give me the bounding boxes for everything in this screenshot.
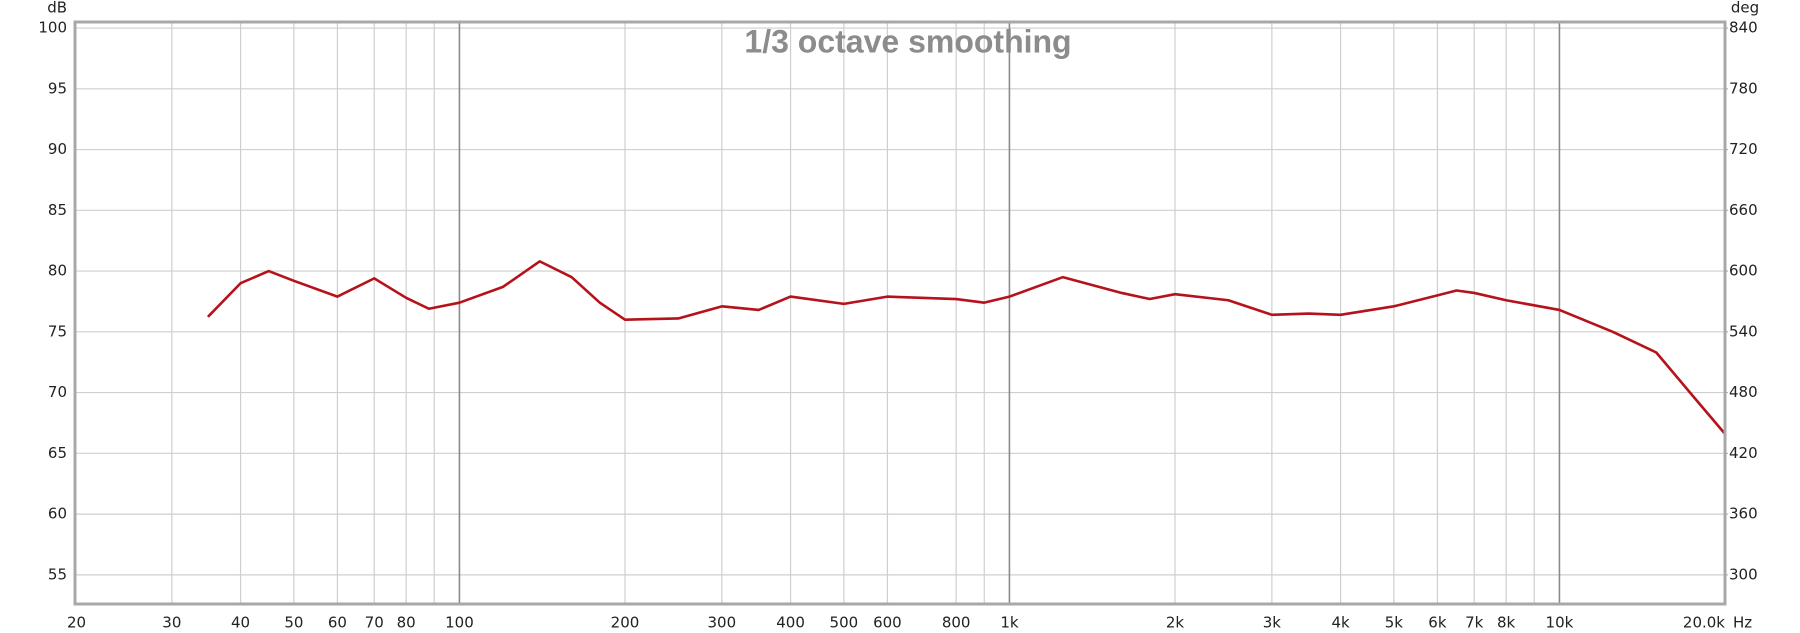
y-tick-label: 75 [48,322,67,340]
y-tick-label: 85 [48,201,67,219]
y2-tick-label: 540 [1729,322,1758,340]
x-tick-label: 20 [67,614,86,632]
x-tick-label: 300 [708,614,737,632]
y-tick-label: 100 [38,19,67,37]
data-line [207,260,1727,436]
x-tick-label: 100 [445,614,474,632]
plot [207,260,1727,436]
x-tick-label: 1k [1000,614,1019,632]
y2-tick-label: 420 [1729,444,1758,462]
y2-tick-label: 600 [1729,262,1758,280]
grid [74,22,1726,604]
y-tick-label: 65 [48,444,67,462]
x-tick-label: 200 [611,614,640,632]
y2-tick-label: 660 [1729,201,1758,219]
plot-frame [73,20,1727,606]
x-tick-label: 800 [942,614,971,632]
y2-tick-label: 480 [1729,383,1758,401]
y-tick-label: 80 [48,262,67,280]
y-tick-label: 55 [48,565,67,583]
x-tick-label: 8k [1497,614,1516,632]
y2-axis-unit: deg [1731,0,1759,17]
x-tick-label: 2k [1166,614,1185,632]
x-tick-label: 20.0k [1683,614,1725,632]
x-tick-label: 70 [365,614,384,632]
y2-tick-label: 780 [1729,79,1758,97]
x-tick-label: 4k [1331,614,1350,632]
chart-title: 1/3 octave smoothing [744,23,1071,59]
x-tick-label: 400 [776,614,805,632]
y2-tick-label: 840 [1729,19,1758,37]
x-tick-label: 600 [873,614,902,632]
x-tick-label: 30 [162,614,181,632]
x-tick-label: 80 [397,614,416,632]
y-tick-label: 60 [48,505,67,523]
y2-tick-label: 360 [1729,505,1758,523]
y-axis-unit: dB [47,0,67,17]
y-tick-label: 95 [48,79,67,97]
x-tick-label: 7k [1465,614,1484,632]
x-tick-label: 6k [1428,614,1447,632]
x-tick-label: 50 [284,614,303,632]
y-tick-label: 70 [48,383,67,401]
x-tick-label: 3k [1263,614,1282,632]
x-tick-label: 10k [1546,614,1574,632]
x-tick-label: 5k [1385,614,1404,632]
x-tick-label: 60 [328,614,347,632]
y-tick-label: 90 [48,140,67,158]
y2-tick-label: 300 [1729,565,1758,583]
x-tick-label: 500 [830,614,859,632]
x-tick-label: 40 [231,614,250,632]
x-axis-unit: Hz [1733,614,1752,632]
y2-tick-label: 720 [1729,140,1758,158]
